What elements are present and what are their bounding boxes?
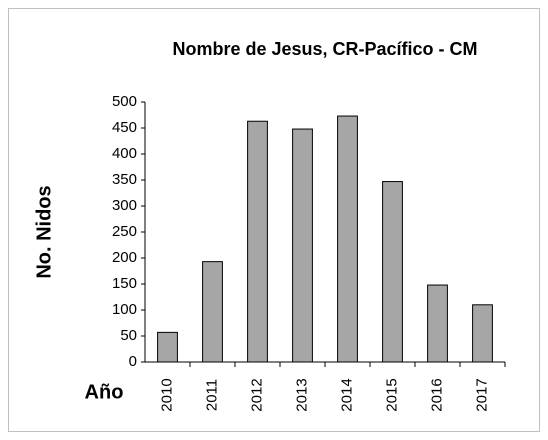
bar: [202, 261, 223, 363]
x-tick-label: 2010: [158, 378, 175, 411]
y-tick-label: 350: [112, 171, 137, 188]
y-tick-label: 450: [112, 119, 137, 136]
x-tick-label: 2016: [428, 378, 445, 411]
bar: [247, 120, 268, 363]
bar: [382, 181, 403, 363]
bar: [292, 128, 313, 363]
y-tick-label: 0: [129, 353, 137, 370]
bar: [157, 331, 178, 363]
y-tick-label: 400: [112, 145, 137, 162]
x-tick-label: 2017: [473, 378, 490, 411]
bar: [472, 304, 493, 363]
y-tick-label: 500: [112, 93, 137, 110]
y-tick-label: 100: [112, 301, 137, 318]
y-tick-label: 200: [112, 249, 137, 266]
y-tick-label: 300: [112, 197, 137, 214]
x-tick-label: 2012: [248, 378, 265, 411]
y-axis-label: No. Nidos: [33, 185, 55, 278]
x-tick-label: 2015: [383, 378, 400, 411]
y-tick-label: 50: [120, 327, 137, 344]
x-axis-label: Año: [85, 381, 124, 403]
x-tick-label: 2011: [203, 379, 220, 411]
chart-border: [8, 8, 540, 432]
y-tick-label: 150: [112, 275, 137, 292]
chart-title: Nombre de Jesus, CR-Pacífico - CM: [172, 39, 477, 59]
x-tick-label: 2014: [338, 378, 355, 411]
bar: [427, 284, 448, 363]
x-tick-label: 2013: [293, 378, 310, 411]
y-tick-label: 250: [112, 223, 137, 240]
bar: [337, 115, 358, 363]
